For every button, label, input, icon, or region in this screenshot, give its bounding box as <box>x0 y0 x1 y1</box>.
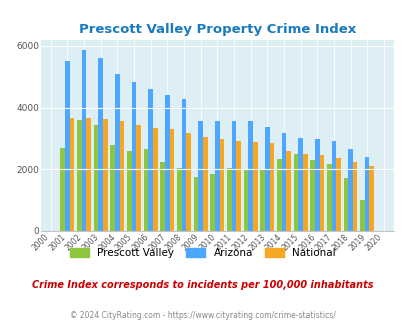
Bar <box>236 141 240 231</box>
Bar <box>364 157 369 231</box>
Bar <box>331 142 335 231</box>
Bar <box>319 155 323 231</box>
Bar <box>164 95 169 231</box>
Bar <box>60 148 65 231</box>
Bar <box>177 168 181 231</box>
Bar <box>131 82 136 231</box>
Bar <box>202 137 207 231</box>
Bar <box>153 128 157 231</box>
Bar <box>352 162 357 231</box>
Bar <box>252 142 257 231</box>
Bar <box>359 200 364 231</box>
Bar <box>102 119 107 231</box>
Bar <box>110 145 115 231</box>
Bar <box>214 121 219 231</box>
Bar <box>347 149 352 231</box>
Bar <box>93 125 98 231</box>
Bar <box>309 160 314 231</box>
Bar <box>243 171 247 231</box>
Bar <box>210 174 214 231</box>
Bar <box>326 164 331 231</box>
Bar <box>343 178 347 231</box>
Bar <box>302 154 307 231</box>
Bar <box>260 170 264 231</box>
Bar <box>69 118 74 231</box>
Bar <box>181 99 186 231</box>
Bar <box>276 159 281 231</box>
Bar <box>281 133 286 231</box>
Bar <box>169 129 174 231</box>
Bar <box>314 139 319 231</box>
Bar <box>297 138 302 231</box>
Bar <box>219 139 224 231</box>
Bar <box>160 162 164 231</box>
Bar <box>77 120 81 231</box>
Legend: Prescott Valley, Arizona, National: Prescott Valley, Arizona, National <box>70 248 335 258</box>
Text: © 2024 CityRating.com - https://www.cityrating.com/crime-statistics/: © 2024 CityRating.com - https://www.city… <box>70 311 335 320</box>
Bar <box>98 57 102 231</box>
Bar <box>264 127 269 231</box>
Bar <box>193 177 198 231</box>
Bar <box>369 166 373 231</box>
Bar <box>81 50 86 231</box>
Bar <box>247 121 252 231</box>
Text: Crime Index corresponds to incidents per 100,000 inhabitants: Crime Index corresponds to incidents per… <box>32 280 373 290</box>
Bar <box>226 168 231 231</box>
Bar <box>293 154 297 231</box>
Bar <box>115 74 119 231</box>
Bar <box>86 118 91 231</box>
Bar <box>65 61 69 231</box>
Bar <box>335 158 340 231</box>
Bar <box>269 143 273 231</box>
Bar <box>136 125 141 231</box>
Bar <box>231 121 236 231</box>
Bar <box>198 121 202 231</box>
Bar <box>148 89 153 231</box>
Bar <box>186 133 190 231</box>
Bar <box>143 149 148 231</box>
Bar <box>286 151 290 231</box>
Bar <box>127 151 131 231</box>
Bar <box>119 121 124 231</box>
Title: Prescott Valley Property Crime Index: Prescott Valley Property Crime Index <box>79 23 355 36</box>
